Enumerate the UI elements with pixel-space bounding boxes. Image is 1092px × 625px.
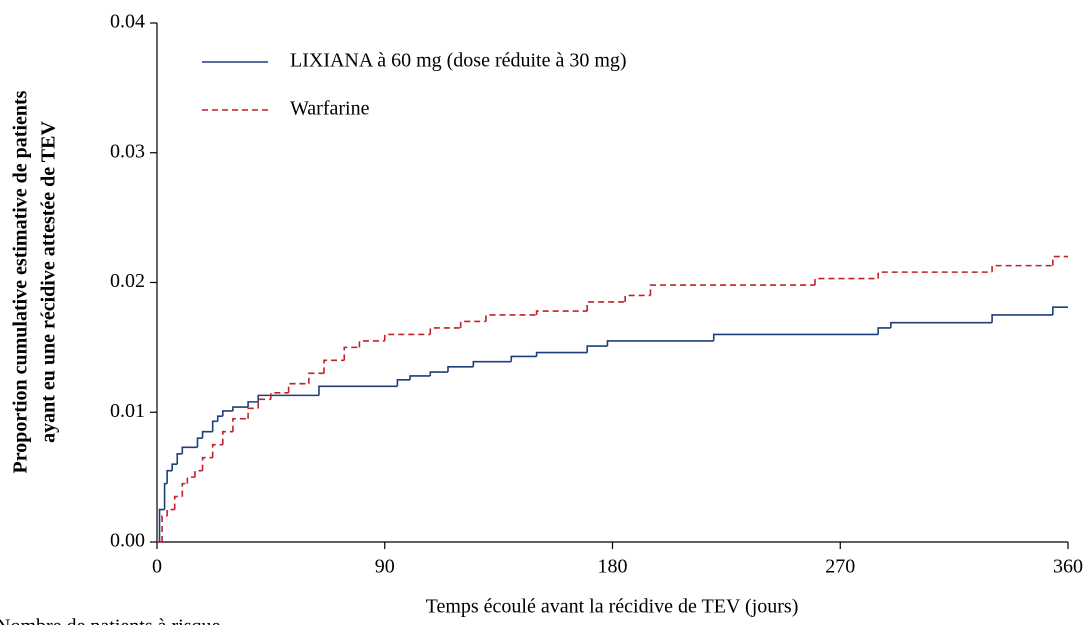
step-segment <box>257 394 319 402</box>
step-segment <box>624 294 651 302</box>
step-segment <box>814 277 879 286</box>
step-segment <box>181 446 198 454</box>
step-segment <box>318 385 398 396</box>
step-segment <box>991 314 1053 323</box>
step-segment <box>221 410 233 417</box>
step-segment <box>232 406 249 411</box>
step-segment <box>194 469 203 478</box>
x-tick-label: 0 <box>152 556 162 578</box>
step-segment <box>323 359 345 374</box>
step-segment <box>158 508 165 542</box>
step-segment <box>221 430 233 445</box>
footnote: Nombre de patients à risque <box>0 616 220 625</box>
step-segment <box>606 340 714 347</box>
step-segment <box>201 430 213 439</box>
y-tick-label: 0.02 <box>110 270 145 292</box>
step-segment <box>232 417 249 432</box>
step-segment <box>308 372 325 384</box>
legend-label: Warfarine <box>290 98 370 120</box>
x-tick-label: 180 <box>598 556 628 578</box>
step-segment <box>287 382 309 393</box>
step-segment <box>211 443 223 458</box>
y-tick-label: 0.00 <box>110 530 145 552</box>
x-tick-label: 270 <box>825 556 855 578</box>
step-segment <box>510 355 537 362</box>
step-segment <box>712 333 879 341</box>
y-tick-label: 0.01 <box>110 400 145 422</box>
step-segment <box>186 476 195 484</box>
step-segment <box>247 401 259 408</box>
step-segment <box>343 346 360 361</box>
legend-label: LIXIANA à 60 mg (dose réduite à 30 mg) <box>290 50 627 72</box>
step-segment <box>166 508 175 517</box>
y-axis-label: Proportion cumulative estimative de pati… <box>10 90 32 473</box>
step-segment <box>472 360 512 367</box>
x-axis-label: Temps écoulé avant la récidive de TEV (j… <box>426 596 799 618</box>
step-segment <box>396 379 411 387</box>
step-segment <box>196 437 203 448</box>
step-segment <box>459 320 486 328</box>
step-segment <box>1052 255 1068 266</box>
step-segment <box>877 271 993 279</box>
step-segment <box>176 452 183 465</box>
step-segment <box>877 327 891 335</box>
step-segment <box>409 375 431 380</box>
step-segment <box>383 333 431 341</box>
y-tick-label: 0.03 <box>110 140 145 162</box>
step-segment <box>211 420 218 432</box>
step-segment <box>447 366 474 373</box>
step-segment <box>429 327 461 335</box>
step-segment <box>1052 306 1068 315</box>
step-segment <box>166 469 173 484</box>
x-tick-label: 360 <box>1053 556 1083 578</box>
x-tick-label: 90 <box>375 556 395 578</box>
step-segment <box>535 310 588 315</box>
step-segment <box>270 391 289 400</box>
y-tick-label: 0.04 <box>110 11 145 33</box>
step-segment <box>429 371 449 376</box>
step-segment <box>991 264 1053 273</box>
step-segment <box>216 415 223 422</box>
step-segment <box>358 340 385 348</box>
step-segment <box>163 482 168 510</box>
step-segment <box>171 463 178 471</box>
step-segment <box>173 495 183 510</box>
step-segment <box>586 345 608 353</box>
step-segment <box>247 407 259 419</box>
step-segment <box>201 456 213 471</box>
step-segment <box>649 284 815 296</box>
y-axis-label: ayant eu une récidive attestée de TEV <box>38 121 60 443</box>
step-segment <box>485 314 537 322</box>
step-segment <box>181 482 188 497</box>
step-segment <box>535 351 588 357</box>
step-segment <box>890 321 993 328</box>
step-segment <box>257 398 271 409</box>
step-segment <box>586 301 626 312</box>
step-segment <box>161 515 168 542</box>
